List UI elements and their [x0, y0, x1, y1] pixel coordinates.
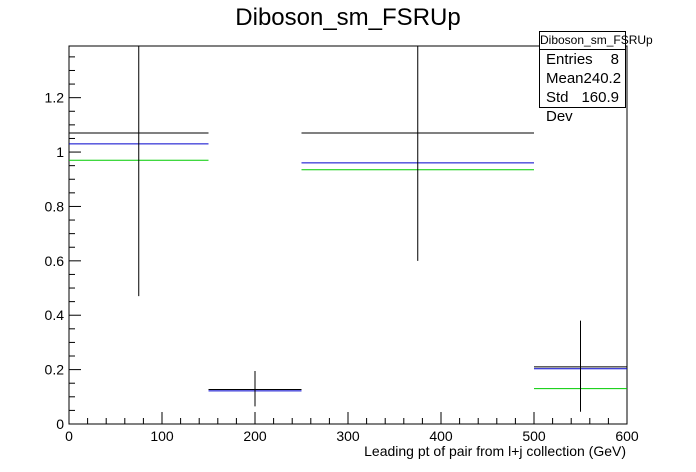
stats-row-stddev: Std Dev 160.9	[540, 88, 625, 125]
stats-label: Mean	[546, 70, 584, 87]
stats-row-mean: Mean 240.2	[540, 69, 625, 88]
x-tick-label: 200	[243, 428, 267, 444]
stats-value: 8	[610, 51, 619, 68]
x-tick-label: 500	[522, 428, 546, 444]
x-axis-label: Leading pt of pair from l+j collection (…	[364, 443, 626, 459]
chart-title: Diboson_sm_FSRUp	[235, 4, 461, 31]
stats-row-entries: Entries 8	[540, 50, 625, 69]
stats-label: Entries	[546, 51, 593, 68]
x-tick-label: 400	[429, 428, 453, 444]
y-tick-label: 0.2	[45, 362, 65, 378]
stats-label: Std Dev	[546, 89, 573, 125]
y-tick-label: 0.4	[45, 307, 65, 323]
y-tick-label: 0.8	[45, 198, 65, 214]
y-tick-label: 1.2	[45, 90, 65, 106]
y-tick-label: 0	[56, 416, 64, 432]
x-tick-label: 300	[336, 428, 360, 444]
stats-box: Diboson_sm_FSRUp Entries 8 Mean 240.2 St…	[539, 31, 653, 125]
stats-value: 240.2	[583, 70, 622, 87]
y-tick-label: 1	[56, 144, 64, 160]
x-tick-label: 100	[150, 428, 174, 444]
x-tick-label: 0	[65, 428, 73, 444]
stats-value: 160.9	[581, 89, 619, 106]
y-tick-label: 0.6	[45, 253, 65, 269]
x-tick-label: 600	[615, 428, 639, 444]
stats-box-title: Diboson_sm_FSRUp	[540, 32, 653, 50]
